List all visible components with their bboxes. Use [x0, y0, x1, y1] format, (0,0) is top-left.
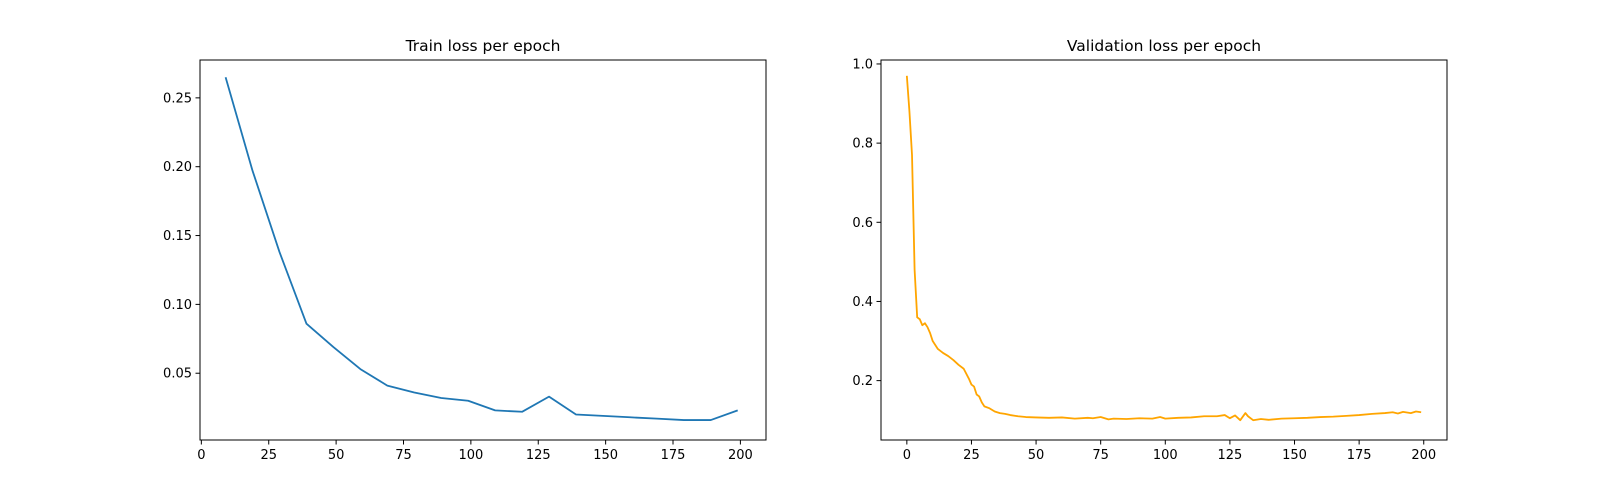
x-tick-label: 125: [526, 448, 551, 463]
axes-frame: [199, 59, 767, 441]
series-line: [224, 76, 739, 421]
x-tick-label: 125: [1217, 448, 1242, 463]
y-tick-label: 0.20: [163, 160, 192, 175]
y-tick-label: 0.2: [852, 374, 873, 389]
x-tick-label: 175: [661, 448, 686, 463]
chart-title: Train loss per epoch: [405, 37, 561, 55]
y-tick-label: 0.4: [852, 295, 873, 310]
y-tick-label: 0.8: [852, 137, 873, 152]
y-tick-label: 0.6: [852, 216, 873, 231]
chart-title: Validation loss per epoch: [1067, 37, 1261, 55]
x-tick-label: 75: [395, 448, 412, 463]
x-tick-label: 25: [963, 448, 980, 463]
x-tick-label: 50: [1028, 448, 1045, 463]
x-tick-label: 25: [260, 448, 277, 463]
x-tick-label: 75: [1092, 448, 1109, 463]
y-tick-label: 0.15: [163, 229, 192, 244]
x-tick-label: 200: [728, 448, 753, 463]
y-tick-label: 0.25: [163, 91, 192, 106]
train-loss-chart: Train loss per epoch 0 25 50 75 100 125 150 175…: [163, 37, 767, 463]
x-tick-label: 100: [1153, 448, 1178, 463]
plot-area: 0 25 50 75 100 125 150 175 200 0.2 0.4 0.6 0.8 1.0: [852, 57, 1448, 463]
x-tick-label: 0: [903, 448, 911, 463]
plot-area: 0 25 50 75 100 125 150 175 200 0.05 0.10 0.15 0.20 0.…: [163, 59, 767, 463]
x-tick-label: 200: [1411, 448, 1436, 463]
series-line: [905, 75, 1422, 422]
validation-loss-chart: Validation loss per epoch 0 25 50 75 100 125 1…: [852, 37, 1448, 463]
x-tick-label: 175: [1347, 448, 1372, 463]
x-tick-label: 100: [458, 448, 483, 463]
y-tick-label: 1.0: [852, 57, 873, 72]
y-tick-label: 0.05: [163, 367, 192, 382]
y-tick-label: 0.10: [163, 298, 192, 313]
x-tick-label: 150: [593, 448, 618, 463]
x-tick-label: 0: [197, 448, 205, 463]
x-tick-label: 50: [328, 448, 345, 463]
axes-frame: [880, 59, 1448, 441]
x-tick-label: 150: [1282, 448, 1307, 463]
